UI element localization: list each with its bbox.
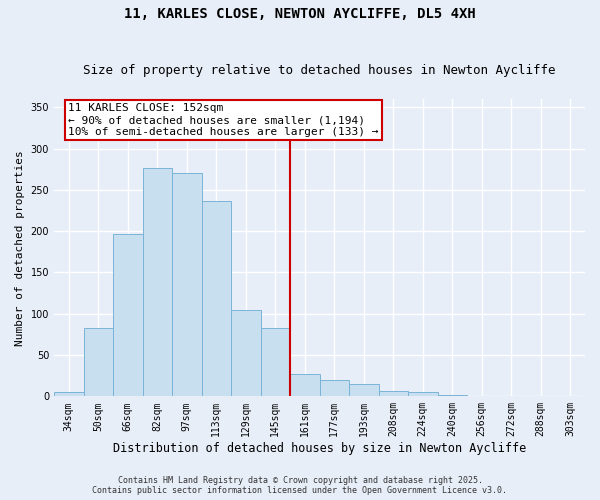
Bar	[83, 328, 113, 396]
Text: 11, KARLES CLOSE, NEWTON AYCLIFFE, DL5 4XH: 11, KARLES CLOSE, NEWTON AYCLIFFE, DL5 4…	[124, 8, 476, 22]
Bar	[202, 200, 231, 396]
Bar	[113, 234, 143, 396]
Bar	[260, 328, 290, 396]
Y-axis label: Number of detached properties: Number of detached properties	[15, 150, 25, 346]
Bar	[231, 310, 260, 396]
Bar	[290, 374, 320, 396]
Title: Size of property relative to detached houses in Newton Aycliffe: Size of property relative to detached ho…	[83, 64, 556, 77]
Bar	[349, 384, 379, 396]
Bar	[437, 394, 467, 396]
Bar	[143, 168, 172, 396]
Bar	[172, 174, 202, 396]
Bar	[320, 380, 349, 396]
Bar	[408, 392, 437, 396]
Text: 11 KARLES CLOSE: 152sqm
← 90% of detached houses are smaller (1,194)
10% of semi: 11 KARLES CLOSE: 152sqm ← 90% of detache…	[68, 104, 379, 136]
Text: Contains HM Land Registry data © Crown copyright and database right 2025.
Contai: Contains HM Land Registry data © Crown c…	[92, 476, 508, 495]
Bar	[54, 392, 83, 396]
Bar	[379, 390, 408, 396]
X-axis label: Distribution of detached houses by size in Newton Aycliffe: Distribution of detached houses by size …	[113, 442, 526, 455]
